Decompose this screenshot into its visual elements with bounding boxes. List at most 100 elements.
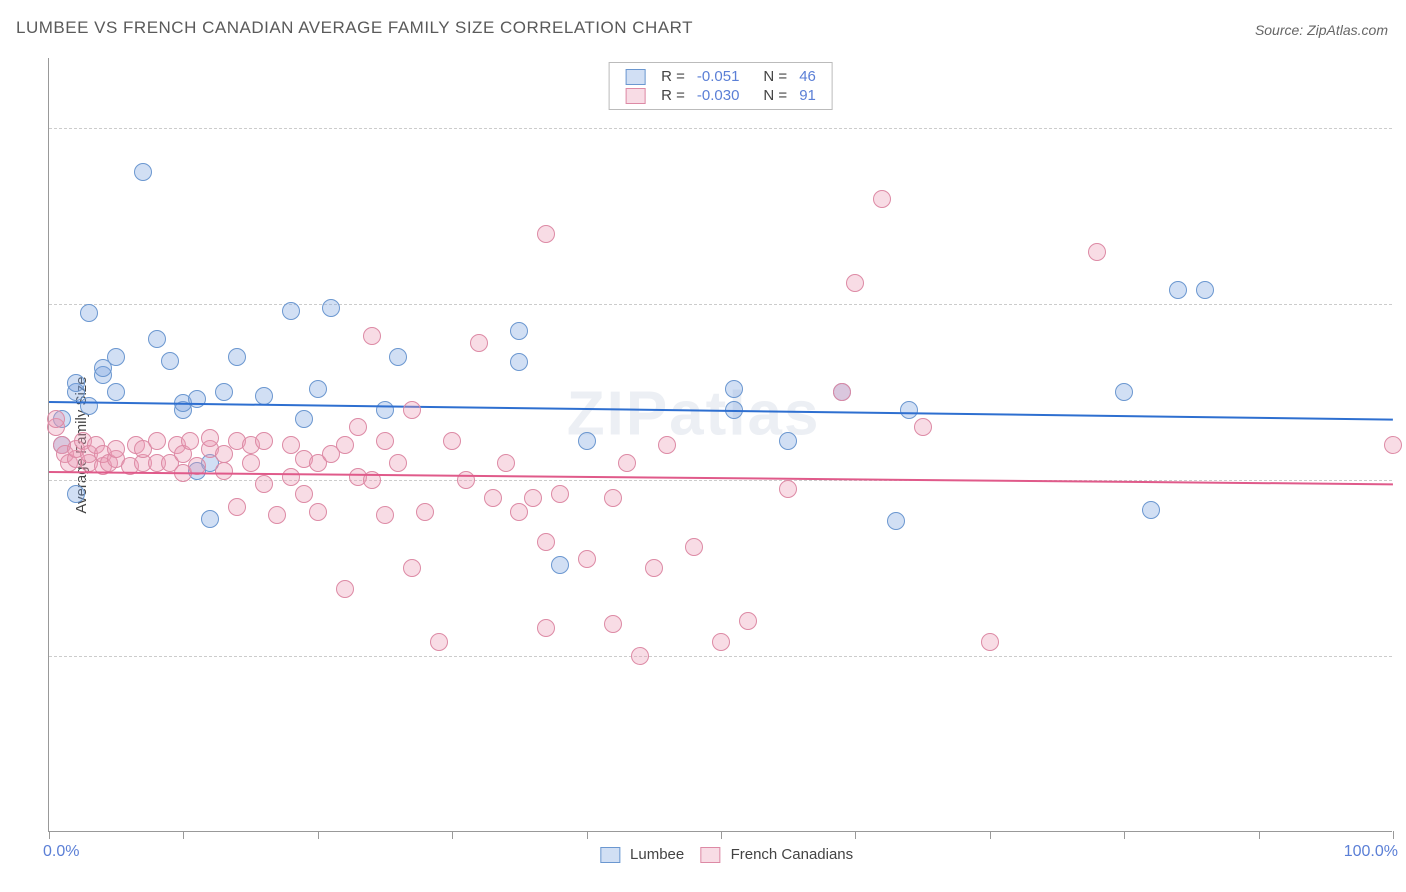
french-swatch-icon: [700, 847, 720, 863]
data-point: [181, 432, 199, 450]
data-point: [80, 304, 98, 322]
data-point: [1169, 281, 1187, 299]
x-tick: [452, 831, 453, 839]
x-tick: [1259, 831, 1260, 839]
data-point: [1142, 501, 1160, 519]
data-point: [309, 503, 327, 521]
data-point: [631, 647, 649, 665]
series-name-french: French Canadians: [731, 846, 854, 863]
data-point: [336, 436, 354, 454]
data-point: [416, 503, 434, 521]
lumbee-swatch-icon: [625, 69, 645, 85]
x-axis-min-label: 0.0%: [43, 843, 79, 861]
data-point: [537, 533, 555, 551]
data-point: [604, 615, 622, 633]
gridline: [49, 304, 1392, 305]
data-point: [846, 274, 864, 292]
data-point: [255, 475, 273, 493]
data-point: [67, 374, 85, 392]
x-tick: [49, 831, 50, 839]
data-point: [134, 163, 152, 181]
data-point: [295, 485, 313, 503]
data-point: [510, 322, 528, 340]
data-point: [80, 397, 98, 415]
data-point: [604, 489, 622, 507]
n-label: N =: [757, 86, 793, 105]
lumbee-swatch-icon: [600, 847, 620, 863]
data-point: [1115, 383, 1133, 401]
data-point: [779, 432, 797, 450]
data-point: [215, 383, 233, 401]
data-point: [484, 489, 502, 507]
data-point: [282, 468, 300, 486]
data-point: [389, 348, 407, 366]
y-tick-label: 3.00: [1396, 471, 1406, 489]
data-point: [537, 619, 555, 637]
data-point: [725, 380, 743, 398]
r-label: R =: [655, 67, 691, 86]
data-point: [201, 510, 219, 528]
data-point: [537, 225, 555, 243]
x-tick: [1124, 831, 1125, 839]
data-point: [403, 401, 421, 419]
x-tick: [721, 831, 722, 839]
data-point: [1088, 243, 1106, 261]
data-point: [242, 454, 260, 472]
data-point: [268, 506, 286, 524]
data-point: [658, 436, 676, 454]
data-point: [309, 380, 327, 398]
x-tick: [990, 831, 991, 839]
data-point: [887, 512, 905, 530]
r-value: -0.051: [691, 67, 746, 86]
data-point: [551, 556, 569, 574]
trend-line: [49, 471, 1393, 485]
data-point: [510, 503, 528, 521]
x-tick: [587, 831, 588, 839]
y-tick-label: 5.00: [1396, 119, 1406, 137]
data-point: [430, 633, 448, 651]
data-point: [336, 580, 354, 598]
data-point: [107, 383, 125, 401]
french-swatch-icon: [625, 88, 645, 104]
legend-row-lumbee: R = -0.051 N = 46: [619, 67, 822, 86]
data-point: [161, 352, 179, 370]
data-point: [201, 429, 219, 447]
x-axis-max-label: 100.0%: [1344, 843, 1398, 861]
data-point: [914, 418, 932, 436]
data-point: [403, 559, 421, 577]
n-label: N =: [757, 67, 793, 86]
gridline: [49, 128, 1392, 129]
chart-container: LUMBEE VS FRENCH CANADIAN AVERAGE FAMILY…: [0, 0, 1406, 892]
legend-row-french: R = -0.030 N = 91: [619, 86, 822, 105]
data-point: [551, 485, 569, 503]
correlation-legend: R = -0.051 N = 46 R = -0.030 N = 91: [608, 62, 833, 110]
data-point: [107, 348, 125, 366]
data-point: [578, 550, 596, 568]
x-tick: [183, 831, 184, 839]
data-point: [524, 489, 542, 507]
data-point: [376, 432, 394, 450]
data-point: [282, 302, 300, 320]
gridline: [49, 656, 1392, 657]
x-tick: [855, 831, 856, 839]
data-point: [618, 454, 636, 472]
data-point: [228, 348, 246, 366]
trend-line: [49, 401, 1393, 421]
data-point: [349, 418, 367, 436]
data-point: [779, 480, 797, 498]
data-point: [228, 498, 246, 516]
y-tick-label: 4.00: [1396, 295, 1406, 313]
data-point: [470, 334, 488, 352]
data-point: [497, 454, 515, 472]
y-tick-label: 2.00: [1396, 647, 1406, 665]
series-name-lumbee: Lumbee: [630, 846, 684, 863]
r-value: -0.030: [691, 86, 746, 105]
data-point: [873, 190, 891, 208]
source-name: ZipAtlas.com: [1307, 22, 1388, 38]
data-point: [188, 390, 206, 408]
data-point: [148, 330, 166, 348]
data-point: [981, 633, 999, 651]
data-point: [255, 387, 273, 405]
data-point: [67, 485, 85, 503]
r-label: R =: [655, 86, 691, 105]
